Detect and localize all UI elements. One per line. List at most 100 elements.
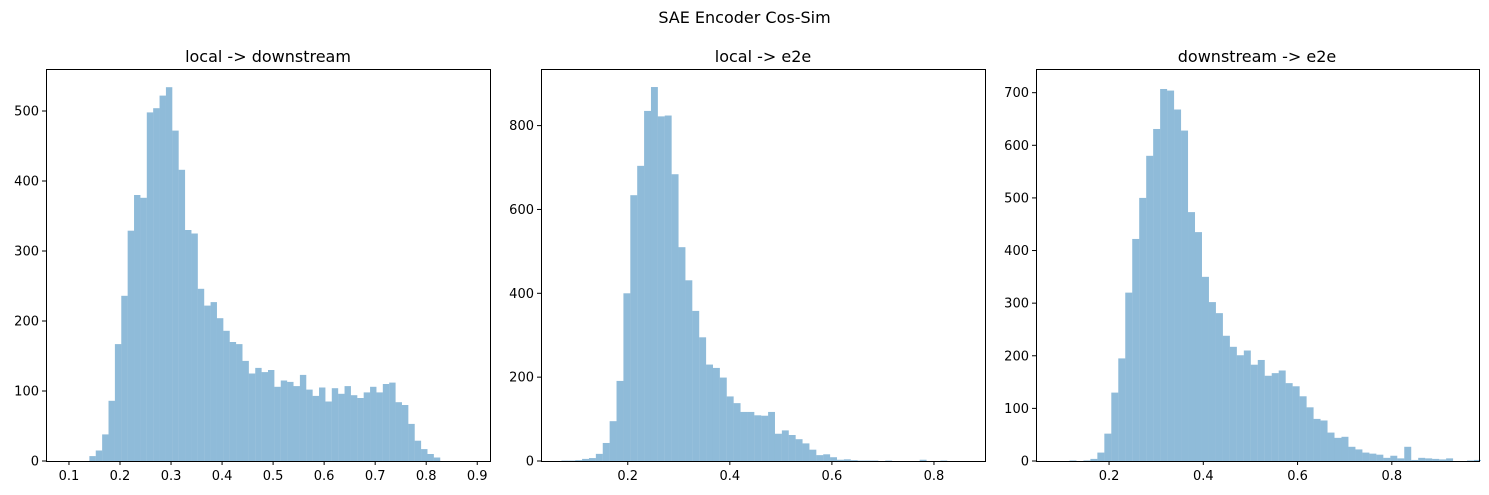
histogram-bar: [344, 386, 351, 461]
y-tick-label: 100: [1004, 402, 1029, 417]
histogram-bar: [1278, 370, 1286, 461]
histogram-bar: [830, 457, 837, 461]
histogram-bar: [210, 302, 217, 461]
y-tick-label: 500: [14, 105, 39, 120]
histogram-bar: [421, 449, 428, 461]
x-tick-label: 0.2: [617, 469, 638, 484]
histogram-bar: [740, 411, 748, 461]
histogram-bar: [287, 381, 294, 461]
y-tick-label: 600: [509, 203, 534, 218]
histogram-bar: [114, 344, 122, 461]
histogram-bar: [1181, 130, 1189, 461]
y-tick-label: 400: [1004, 244, 1029, 259]
histogram-bar: [1146, 155, 1154, 461]
panel-title: downstream -> e2e: [1178, 47, 1336, 66]
histogram-bar: [376, 392, 383, 461]
y-tick-label: 0: [526, 455, 534, 470]
histogram-bar: [754, 415, 762, 461]
histogram-bar: [293, 386, 300, 461]
histogram-bar: [331, 388, 339, 461]
histogram-bar: [843, 459, 851, 461]
histogram-bar: [1327, 432, 1335, 461]
panel-local-downstream: local -> downstream 0.1 0.2 0.3 0.4 0.5 0.6 0.…: [14, 47, 491, 484]
histogram-bar: [664, 115, 672, 461]
histogram-bar: [1243, 350, 1251, 461]
histogram-bar: [1160, 88, 1168, 461]
x-tick-label: 0.6: [314, 469, 335, 484]
histogram-bar: [719, 377, 727, 461]
histogram-bar: [788, 435, 796, 461]
histogram-bar: [306, 389, 313, 461]
histogram-bar: [1257, 359, 1265, 461]
histogram-bar: [325, 401, 332, 461]
x-tick-label: 0.2: [1099, 469, 1120, 484]
panel-title: local -> downstream: [185, 47, 351, 66]
histogram-bar: [280, 380, 288, 461]
histogram-bar: [382, 384, 390, 461]
histogram-bar: [644, 110, 651, 461]
histogram-bar: [1383, 457, 1391, 461]
panel-downstream-e2e: downstream -> e2e 0.2 0.4 0.6 0.8 0 100 200 30…: [1004, 47, 1481, 484]
histogram-bar: [671, 174, 679, 461]
histogram-bar: [837, 459, 844, 461]
histogram-bar: [127, 230, 135, 461]
plot-frame: [541, 69, 986, 462]
histogram-bar: [650, 87, 658, 462]
x-tick-label: 0.8: [416, 469, 437, 484]
histogram-bar: [1271, 373, 1279, 461]
histogram-bar: [242, 360, 249, 461]
x-axis-ticks: 0.2 0.4 0.6 0.8: [617, 461, 944, 484]
histogram-bar: [706, 364, 713, 461]
histogram-bar: [204, 305, 211, 461]
histogram-bar: [850, 460, 858, 461]
histogram-bar: [261, 372, 268, 461]
histogram-bar: [1167, 90, 1175, 461]
histogram-bar: [1376, 454, 1384, 461]
y-tick-label: 300: [1004, 297, 1029, 312]
histogram-bar: [1215, 313, 1223, 461]
histogram-bar: [595, 453, 603, 461]
histogram-bar: [1236, 355, 1244, 461]
histogram-bar: [1097, 452, 1105, 461]
histogram-bar: [733, 403, 741, 461]
histogram-bar: [1174, 109, 1182, 461]
histogram-bar: [1250, 364, 1258, 461]
histogram-bar: [1446, 458, 1454, 461]
y-axis-ticks: 0 200 400 600 800: [509, 119, 541, 470]
plot-frame: [46, 69, 491, 462]
histogram-bar: [427, 454, 434, 461]
histogram-bar: [140, 197, 147, 462]
y-tick-label: 400: [14, 175, 39, 190]
histogram-bar: [255, 367, 262, 461]
histogram-bar: [1439, 459, 1447, 461]
histogram-bar: [795, 439, 803, 461]
histogram-bar: [1306, 407, 1314, 461]
histogram-bar: [191, 233, 198, 461]
histogram-bar: [389, 382, 396, 461]
histogram-bar: [1104, 433, 1112, 461]
histogram-bar: [268, 370, 275, 461]
x-tick-label: 0.3: [161, 469, 182, 484]
y-tick-label: 200: [509, 371, 534, 386]
histogram-bar: [919, 459, 927, 461]
histogram-bar: [414, 440, 422, 461]
histogram-bar: [1411, 459, 1419, 461]
histogram-bar: [165, 87, 173, 461]
histogram-bar: [1208, 302, 1216, 461]
y-tick-label: 400: [509, 287, 534, 302]
histogram-bar: [1474, 459, 1481, 461]
histogram-bar: [1222, 335, 1230, 461]
histogram-bar: [657, 116, 665, 462]
histogram-bar: [774, 433, 782, 461]
y-tick-label: 100: [14, 385, 39, 400]
bar-group: [89, 87, 441, 462]
y-tick-label: 0: [31, 455, 39, 470]
histogram-bar: [1390, 455, 1398, 461]
histogram-bar: [1348, 446, 1356, 461]
histogram-bar: [1418, 457, 1426, 461]
histogram-bar: [1362, 452, 1370, 461]
histogram-bar: [319, 387, 326, 461]
histogram-bar: [699, 337, 707, 461]
figure-suptitle: SAE Encoder Cos-Sim: [658, 8, 830, 27]
histogram-bar: [1229, 346, 1237, 461]
